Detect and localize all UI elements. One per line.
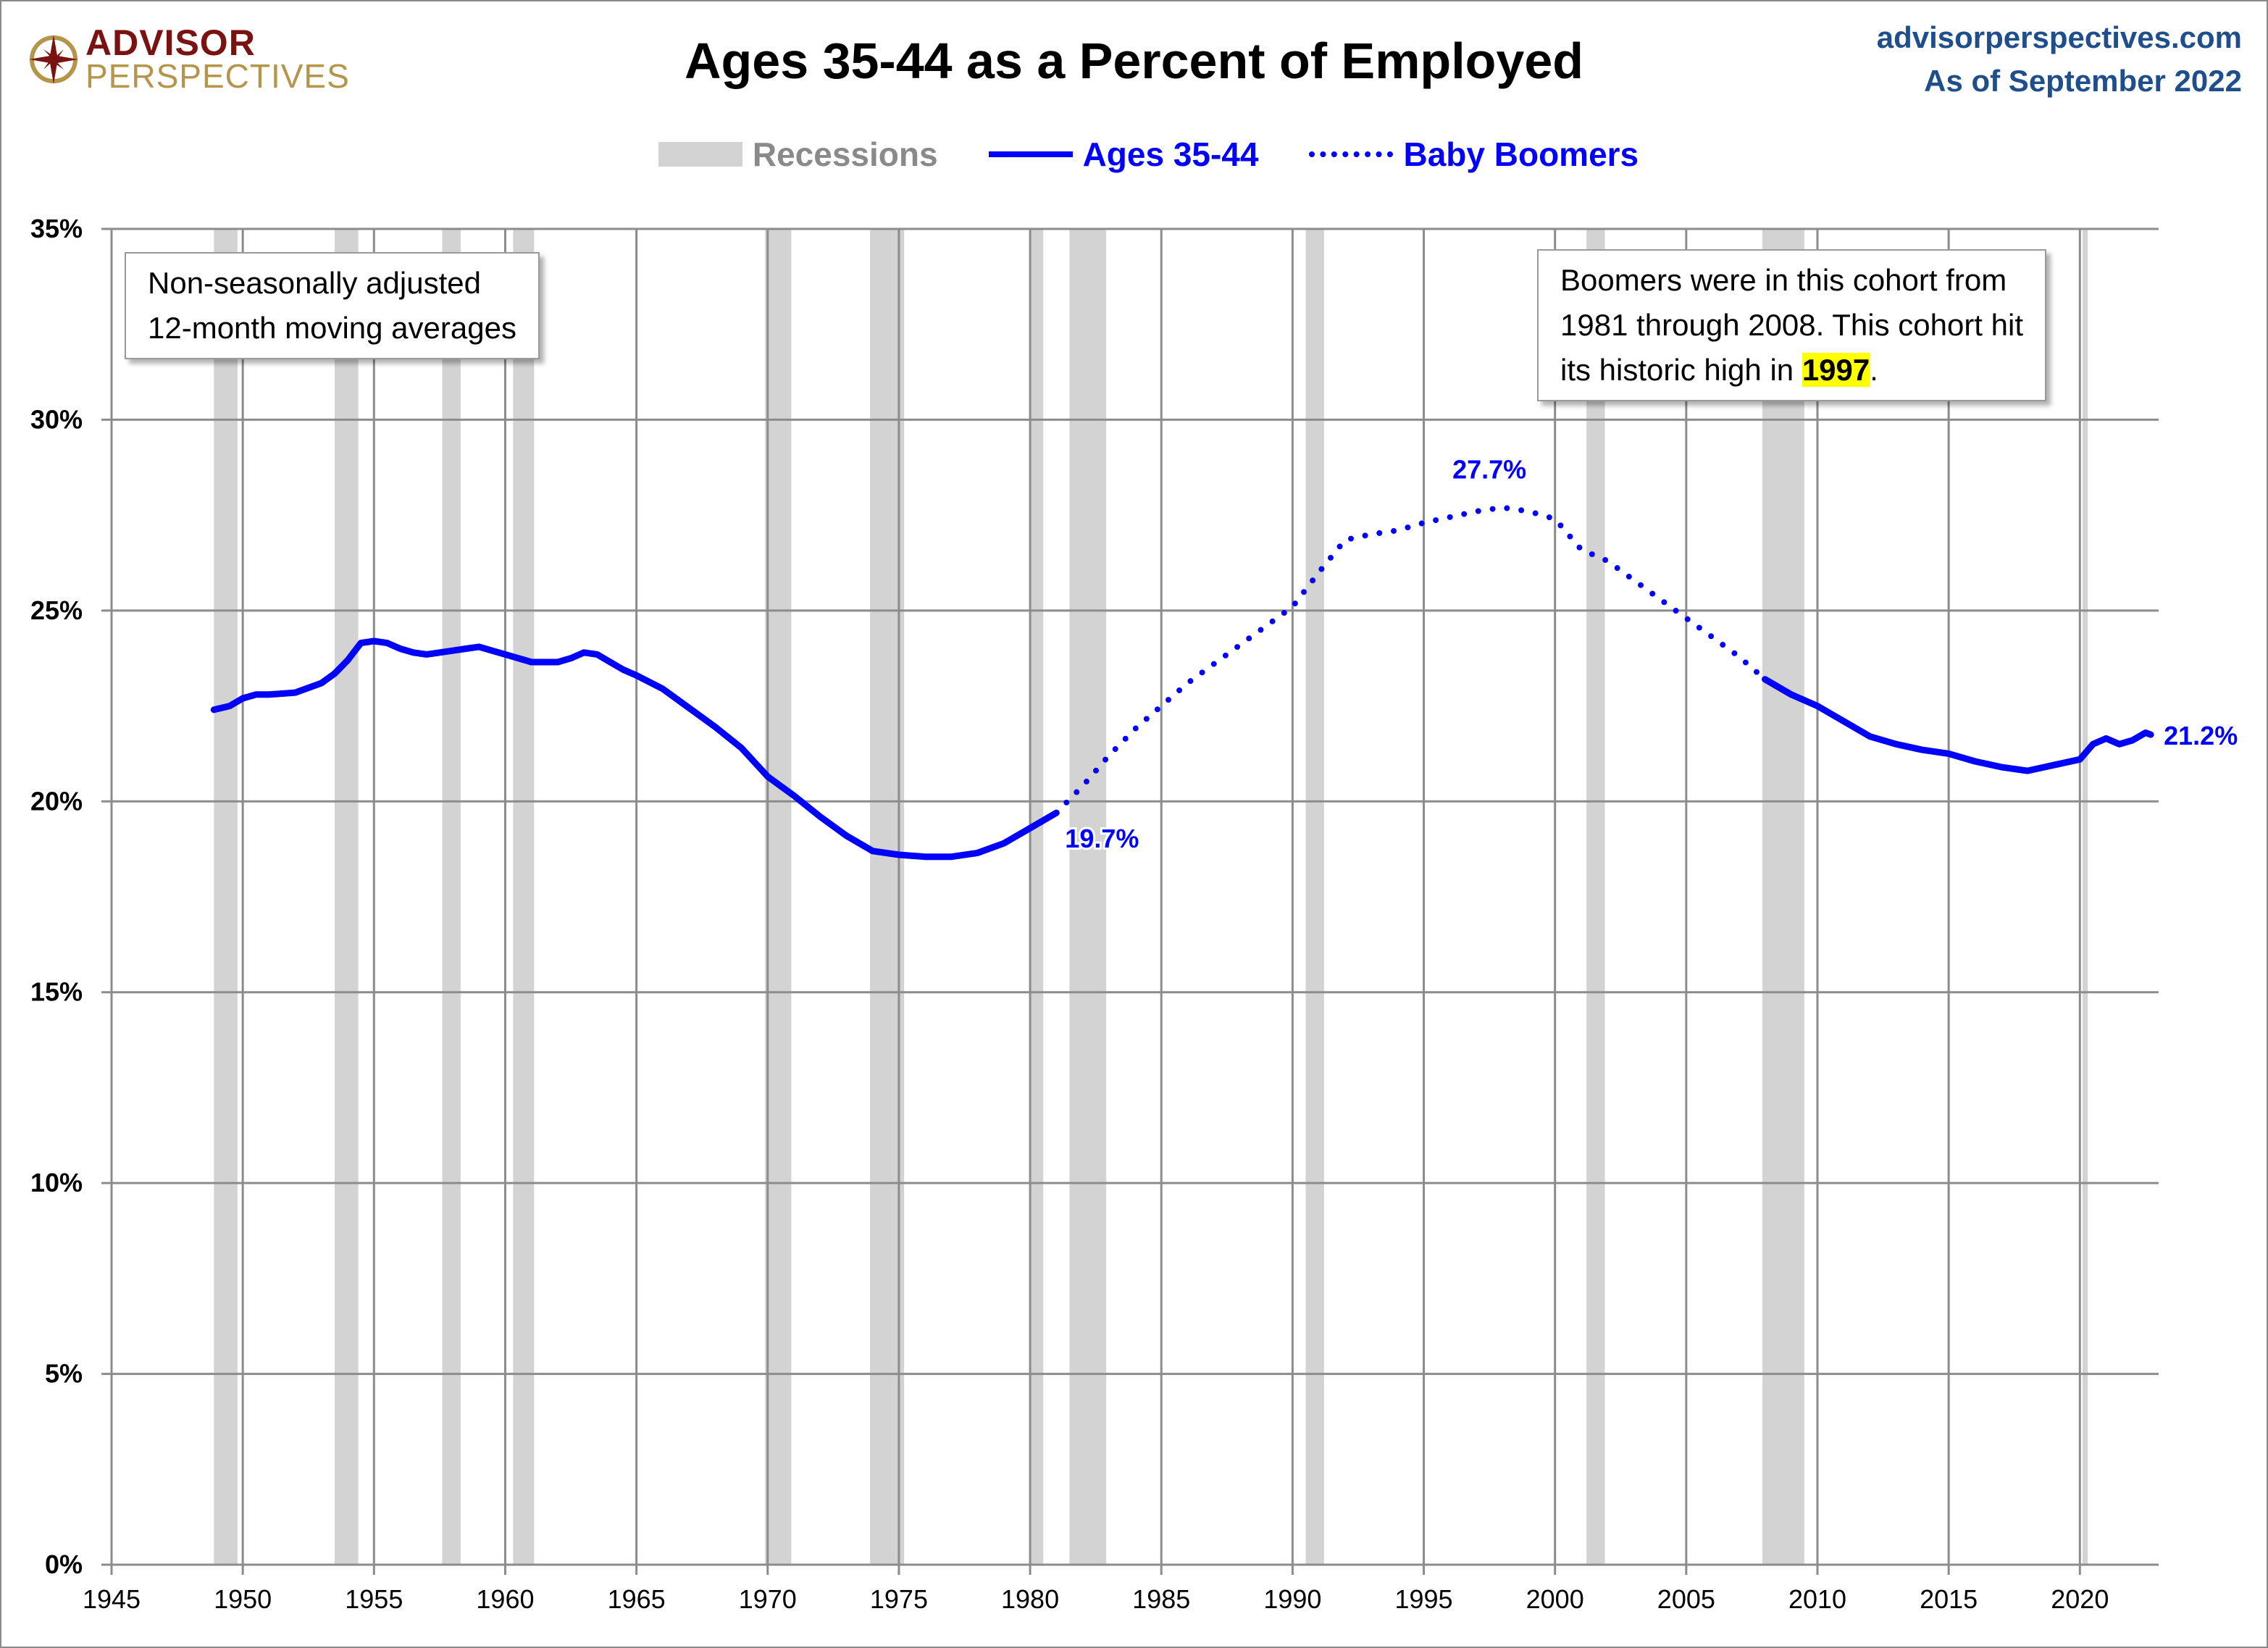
recession-band — [1030, 229, 1044, 1565]
ages-35-44-line — [210, 637, 1060, 861]
advisor-perspectives-logo: ADVISOR PERSPECTIVES — [28, 22, 350, 95]
recession-band — [513, 229, 535, 1565]
note-line: Boomers were in this cohort from — [1560, 263, 2007, 297]
x-tick-label: 2005 — [1657, 1584, 1715, 1614]
data-label: 19.7% — [1065, 824, 1139, 853]
x-tick-label: 1960 — [476, 1584, 534, 1614]
x-tick-label: 1975 — [870, 1584, 928, 1614]
recession-band — [1586, 229, 1605, 1565]
logo-line1: ADVISOR — [85, 22, 256, 63]
y-tick-label: 25% — [30, 595, 83, 625]
legend: Recessions Ages 35-44 Baby Boomers — [14, 135, 2268, 174]
data-label: 21.2% — [2164, 721, 2238, 750]
logo-line2: PERSPECTIVES — [85, 57, 350, 95]
x-tick-label: 1985 — [1132, 1584, 1190, 1614]
x-tick-label: 1995 — [1394, 1584, 1452, 1614]
data-label: 27.7% — [1452, 455, 1526, 485]
y-tick-label: 35% — [30, 214, 83, 243]
legend-label: Ages 35-44 — [1082, 135, 1259, 173]
legend-ages: Ages 35-44 — [988, 135, 1259, 174]
note-moving-averages: Non-seasonally adjusted 12-month moving … — [125, 252, 540, 359]
legend-label: Recessions — [752, 135, 938, 173]
recession-band — [765, 229, 792, 1565]
legend-recessions: Recessions — [658, 135, 938, 174]
recession-band — [2082, 229, 2088, 1565]
note-line: 12-month moving averages — [148, 311, 516, 345]
source-info: advisorperspectives.com As of September … — [1877, 16, 2242, 103]
y-tick-label: 20% — [30, 786, 83, 816]
y-tick-label: 15% — [30, 977, 83, 1007]
note-text: its historic high in — [1560, 353, 1802, 387]
x-tick-label: 1950 — [214, 1584, 272, 1614]
x-tick-label: 1980 — [1001, 1584, 1059, 1614]
recession-swatch — [658, 142, 742, 167]
dotted-line-swatch — [1309, 151, 1394, 157]
x-tick-label: 1955 — [345, 1584, 403, 1614]
y-tick-label: 10% — [30, 1168, 83, 1197]
highlight-year: 1997 — [1802, 353, 1870, 387]
x-tick-label: 1945 — [83, 1584, 141, 1614]
x-tick-label: 2015 — [1920, 1584, 1978, 1614]
baby-boomers-line — [1053, 504, 1768, 816]
x-tick-label: 1990 — [1263, 1584, 1321, 1614]
recession-band — [214, 229, 238, 1565]
legend-label: Baby Boomers — [1403, 135, 1639, 173]
source-site[interactable]: advisorperspectives.com — [1876, 20, 2242, 54]
recession-band — [442, 229, 461, 1565]
legend-boomers: Baby Boomers — [1309, 135, 1639, 174]
compass-icon — [29, 34, 78, 84]
note-boomers: Boomers were in this cohort from 1981 th… — [1537, 249, 2047, 401]
recession-band — [1305, 229, 1324, 1565]
note-text: . — [1870, 353, 1878, 387]
note-line: 1981 through 2008. This cohort hit — [1560, 308, 2024, 342]
note-line: Non-seasonally adjusted — [148, 266, 481, 300]
chart-title: Ages 35-44 as a Percent of Employed — [684, 33, 1584, 89]
note-line: its historic high in 1997. — [1560, 348, 2023, 393]
recession-band — [1762, 229, 1804, 1565]
x-tick-label: 2020 — [2051, 1584, 2109, 1614]
x-tick-label: 1965 — [608, 1584, 666, 1614]
recession-band — [1069, 229, 1107, 1565]
as-of-date: As of September 2022 — [1924, 64, 2242, 98]
x-tick-label: 1970 — [739, 1584, 797, 1614]
ages-35-44-line — [1762, 676, 2154, 774]
y-tick-label: 30% — [30, 404, 83, 434]
y-tick-label: 0% — [45, 1549, 83, 1579]
x-tick-label: 2010 — [1788, 1584, 1846, 1614]
x-tick-label: 2000 — [1526, 1584, 1584, 1614]
recession-band — [334, 229, 359, 1565]
solid-line-swatch — [988, 151, 1073, 157]
y-tick-label: 5% — [45, 1359, 83, 1389]
